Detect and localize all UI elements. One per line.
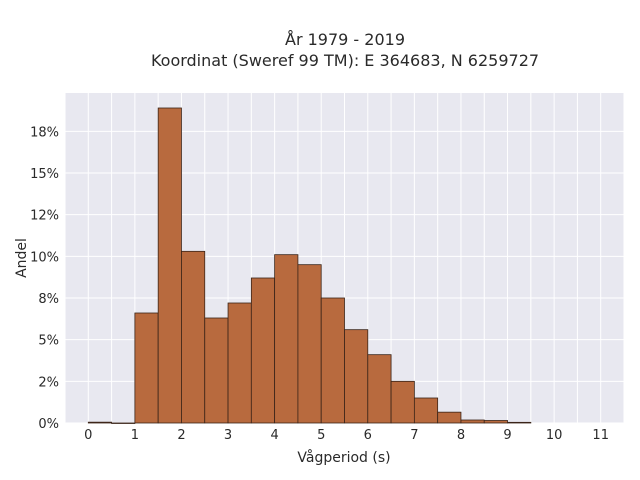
histogram-bar (111, 422, 136, 424)
chart-title-line1: År 1979 - 2019 (285, 30, 405, 49)
histogram-bar (320, 297, 345, 424)
y-tick-label: 18% (30, 125, 59, 140)
x-tick-label: 10 (546, 428, 563, 443)
histogram-bar (413, 397, 439, 424)
y-tick-label: 10% (30, 250, 59, 265)
histogram-bar (507, 421, 532, 424)
histogram-bar (250, 277, 276, 424)
y-axis-ticks: 0% 2% 5% 8% 10% 12% 15% 18% (30, 125, 59, 432)
x-tick-label: 6 (364, 428, 372, 443)
x-tick-label: 8 (457, 428, 465, 443)
histogram-bar (204, 317, 229, 424)
x-tick-label: 2 (177, 428, 185, 443)
histogram-bar (344, 329, 369, 424)
x-tick-label: 0 (84, 428, 92, 443)
histogram-bar (87, 421, 112, 424)
y-tick-label: 8% (38, 292, 59, 307)
x-tick-label: 3 (224, 428, 232, 443)
histogram-bar (390, 380, 415, 424)
x-tick-label: 7 (410, 428, 418, 443)
histogram-bar (483, 420, 508, 424)
x-axis-ticks: 0 1 2 3 4 5 6 7 8 9 10 11 (84, 428, 609, 443)
y-tick-label: 0% (38, 417, 59, 432)
histogram-bar (367, 354, 392, 424)
histogram-bar (297, 264, 322, 424)
histogram-bar (181, 250, 206, 424)
x-tick-label: 4 (270, 428, 278, 443)
histogram-bar (437, 411, 462, 424)
histogram-bar (134, 312, 159, 424)
y-tick-label: 2% (38, 375, 59, 390)
x-tick-label: 11 (592, 428, 609, 443)
bars-group (87, 107, 532, 424)
histogram-bar (157, 107, 182, 424)
x-tick-label: 5 (317, 428, 325, 443)
y-tick-label: 12% (30, 209, 59, 224)
chart-title-line2: Koordinat (Sweref 99 TM): E 364683, N 62… (151, 51, 539, 70)
histogram-bar (227, 302, 252, 424)
histogram-bar (460, 419, 485, 424)
histogram-bar (274, 254, 299, 424)
y-tick-label: 5% (38, 334, 59, 349)
x-axis-label: Vågperiod (s) (297, 449, 390, 466)
x-tick-label: 1 (131, 428, 139, 443)
y-axis-label: Andel (14, 238, 30, 278)
x-tick-label: 9 (503, 428, 511, 443)
y-tick-label: 15% (30, 167, 59, 182)
